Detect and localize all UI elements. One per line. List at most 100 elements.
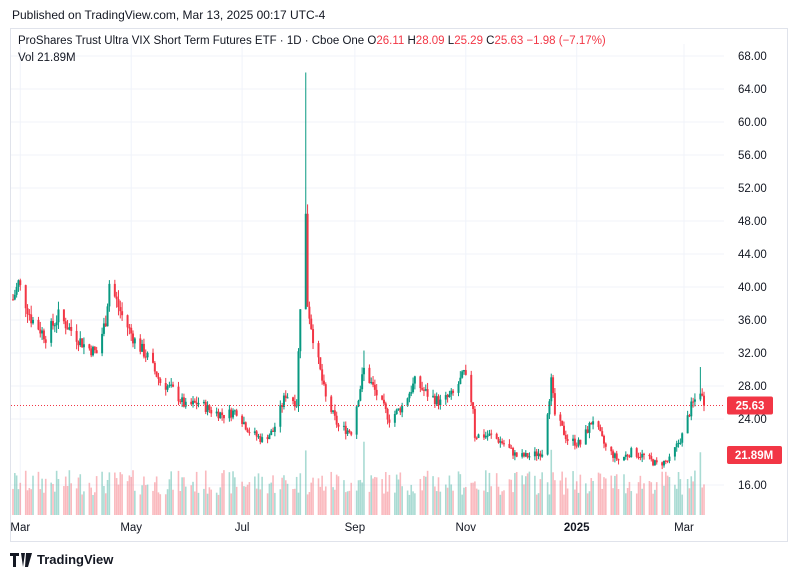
y-tick-label: 68.00 [738, 51, 767, 63]
candle-body [130, 327, 133, 334]
x-tick-label: Mar [10, 522, 30, 534]
volume-bar [286, 483, 289, 515]
close-value: 25.63 [494, 35, 524, 47]
candle-body [688, 415, 691, 417]
volume-bar [603, 477, 605, 515]
volume-bar [439, 491, 442, 515]
candle-body [641, 453, 644, 458]
volume-bar [157, 492, 160, 515]
volume-bar [164, 494, 167, 515]
volume-bar [272, 475, 274, 515]
candle-body [686, 415, 689, 434]
volume-bar [108, 472, 111, 515]
volume-bar [43, 492, 45, 515]
volume-bar [94, 492, 96, 515]
volume-bar [154, 482, 156, 515]
candle-body [630, 448, 633, 458]
candle-body [448, 394, 451, 398]
candle-body [486, 435, 489, 437]
tradingview-logo[interactable]: TradingView [10, 552, 113, 567]
candle-body [79, 338, 82, 346]
candle-body [435, 396, 438, 405]
candle-body [526, 453, 529, 458]
volume-bar [541, 472, 543, 515]
open-label: O [367, 35, 377, 47]
volume-bar [357, 480, 360, 515]
volume-bar [259, 489, 262, 515]
volume-bar [32, 475, 34, 515]
candle-body [268, 435, 271, 440]
volume-bar [343, 480, 345, 515]
volume-bar [559, 480, 562, 515]
volume-bar [114, 472, 116, 515]
candle-body [128, 327, 131, 329]
candle-body [330, 396, 333, 412]
candle-body [286, 397, 289, 399]
candle-body [464, 370, 467, 375]
tradingview-logo-icon [10, 552, 32, 567]
volume-bar [490, 486, 493, 515]
volume-bar [50, 482, 52, 515]
volume-bar [679, 479, 682, 515]
candle-body [106, 306, 109, 327]
change-value: −1.98 (−7.17%) [526, 35, 606, 47]
candle-body [66, 328, 69, 330]
volume-legend: Vol 21.89M [18, 52, 76, 64]
candle-body [230, 409, 233, 418]
candle-body [32, 319, 35, 324]
volume-bar [268, 483, 271, 515]
candle-body [357, 400, 360, 407]
candle-body [146, 352, 149, 358]
candle-body [610, 446, 613, 452]
volume-bar [566, 488, 569, 515]
volume-bar [374, 476, 376, 515]
published-caption: Published on TradingView.com, Mar 13, 20… [12, 8, 326, 22]
candle-body [102, 323, 105, 334]
volume-bar [483, 490, 485, 515]
candle-body [550, 377, 553, 402]
y-tick-label: 16.00 [738, 480, 767, 492]
y-tick-label: 48.00 [738, 216, 767, 228]
volume-bar [44, 478, 47, 515]
candle-body [388, 419, 391, 423]
candle-body [652, 459, 655, 466]
candle-body [246, 429, 249, 433]
volume-bar [24, 470, 27, 515]
volume-bar [177, 470, 180, 515]
volume-bar [612, 488, 614, 515]
candle-body [284, 395, 287, 398]
candle-body [524, 453, 527, 457]
candle-body [259, 436, 262, 442]
volume-bar [228, 472, 231, 515]
volume-bar [579, 474, 582, 515]
candle-body [637, 456, 640, 458]
volume-bar [423, 475, 425, 515]
volume-bar [523, 484, 525, 515]
candle-body [537, 453, 540, 456]
y-tick-label: 32.00 [738, 348, 767, 360]
volume-bar [426, 470, 429, 515]
candle-body [26, 308, 29, 315]
volume-bar [197, 492, 200, 515]
candle-body [664, 460, 667, 462]
volume-bar [592, 480, 594, 515]
volume-bar [699, 452, 702, 515]
volume-bar [588, 491, 591, 515]
volume-bar [421, 490, 423, 515]
volume-bar [461, 494, 463, 515]
candle-body [115, 296, 118, 300]
volume-bar [548, 494, 551, 515]
volume-bar [675, 488, 678, 515]
volume-bar [308, 492, 311, 515]
volume-bar [628, 481, 631, 515]
candle-body [248, 432, 251, 434]
candle-body [522, 453, 525, 457]
candle-body [613, 453, 616, 458]
candle-body [157, 376, 160, 379]
volume-bar [550, 449, 553, 515]
volume-bar [192, 481, 194, 515]
candle-body [170, 384, 173, 386]
candle-body [95, 350, 98, 354]
candle-body [141, 343, 144, 352]
